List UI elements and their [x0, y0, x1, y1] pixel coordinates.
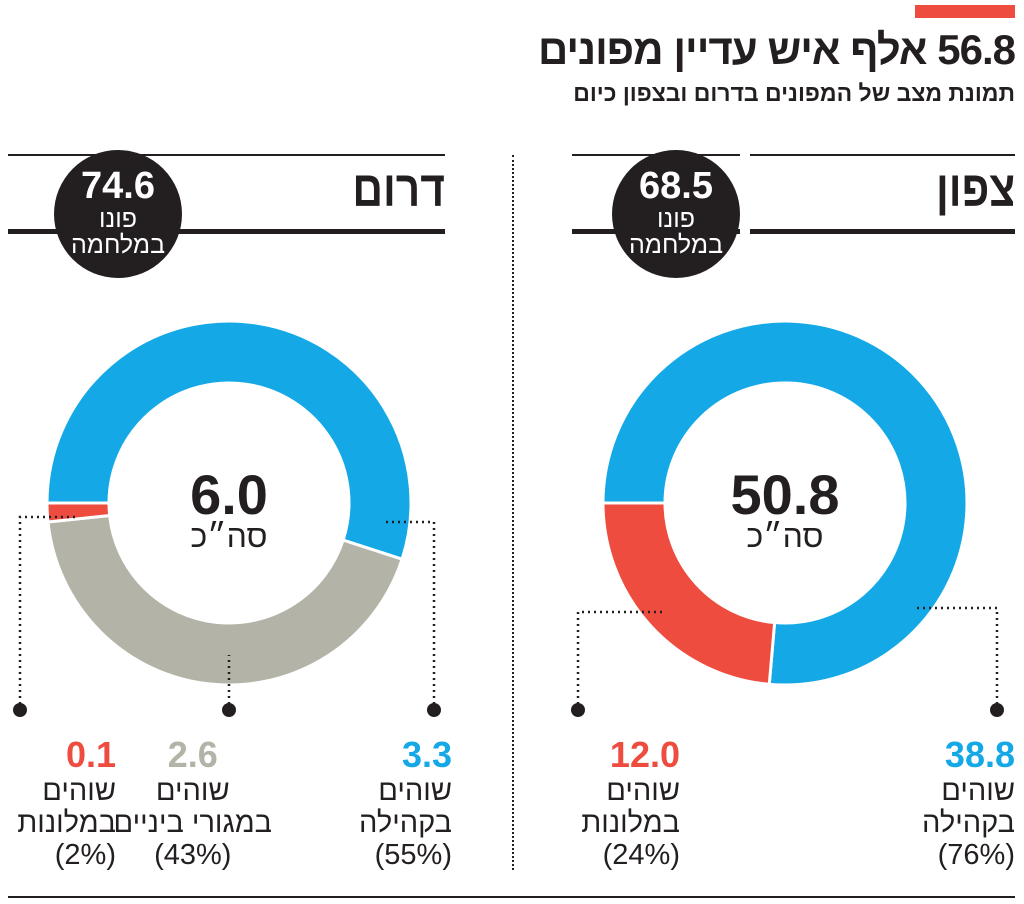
- north-evacuated-value: 68.5: [639, 165, 713, 207]
- south-hotels-value: 0.1: [65, 734, 116, 775]
- south-hotels-leader-dot: [13, 703, 27, 717]
- panel-divider: [512, 155, 514, 870]
- south-community-leader: [385, 520, 436, 710]
- label-line: במלונות: [581, 807, 680, 839]
- bottom-rule: [8, 896, 1015, 898]
- label-percent: (76%): [937, 839, 1015, 871]
- page-title: 56.8 אלף איש עדיין מפונים: [537, 26, 1016, 73]
- north-community-label: 38.8 שוהים בקהילה (76%): [922, 734, 1015, 872]
- label-line: במלונות: [17, 807, 116, 839]
- north-region-title: צפון: [935, 161, 1015, 217]
- label-line: שוהים: [606, 775, 680, 807]
- south-community-leader-dot: [427, 703, 441, 717]
- north-rule-gap: [740, 154, 750, 234]
- north-hotels-value: 12.0: [609, 734, 680, 775]
- south-evacuated-line1: פונו: [99, 205, 137, 233]
- north-total-value: 50.8: [730, 463, 840, 526]
- south-interim-label: 2.6 שוהים במגורי ביניים (43%): [113, 734, 272, 872]
- north-community-leader: [915, 606, 999, 710]
- label-line: שוהים: [155, 775, 230, 807]
- south-region-title: דרום: [352, 161, 445, 217]
- label-percent: (55%): [374, 839, 452, 871]
- label-percent: (2%): [54, 839, 116, 871]
- page-subtitle: תמונת מצב של המפונים בדרום ובצפון כיום: [573, 80, 1015, 106]
- north-hotels-leader-dot: [571, 703, 585, 717]
- label-line: בקהילה: [359, 807, 452, 839]
- south-interim-value: 2.6: [167, 734, 218, 775]
- label-line: בקהילה: [922, 807, 1015, 839]
- north-community-leader-dot: [990, 703, 1004, 717]
- north-top-rule: [572, 154, 1015, 156]
- south-community-label: 3.3 שוהים בקהילה (55%): [359, 734, 452, 872]
- north-community-slice: [601, 319, 969, 687]
- label-percent: (43%): [154, 839, 232, 871]
- south-evacuated-line2: במלחמה: [70, 231, 166, 259]
- south-total-label: סה״כ: [190, 518, 268, 554]
- label-line: שוהים: [941, 775, 1015, 807]
- label-percent: (24%): [602, 839, 680, 871]
- south-evacuated-badge: 74.6 פונו במלחמה: [54, 150, 182, 278]
- south-bottom-rule: [8, 229, 445, 234]
- south-community-slice: [45, 319, 413, 562]
- accent-bar: [915, 5, 1015, 18]
- south-community-value: 3.3: [401, 734, 452, 775]
- label-line: במגורי ביניים: [113, 807, 272, 839]
- south-total-value: 6.0: [190, 463, 268, 526]
- north-hotels-label: 12.0 שוהים במלונות (24%): [581, 734, 680, 872]
- south-interim-slice: [46, 513, 404, 687]
- south-top-rule: [8, 154, 445, 156]
- north-evacuated-line2: במלחמה: [628, 231, 724, 259]
- north-community-value: 38.8: [944, 734, 1015, 775]
- label-line: שוהים: [42, 775, 116, 807]
- north-bottom-rule: [572, 229, 1015, 234]
- south-hotels-leader: [18, 515, 76, 710]
- south-interim-leader-dot: [222, 703, 236, 717]
- north-evacuated-line1: פונו: [657, 205, 695, 233]
- south-evacuated-value: 74.6: [81, 165, 155, 207]
- north-evacuated-badge: 68.5 פונו במלחמה: [612, 150, 740, 278]
- north-hotels-leader: [576, 610, 662, 710]
- north-hotels-slice: [601, 501, 777, 686]
- north-total-label: סה״כ: [746, 518, 824, 554]
- south-hotels-label: 0.1 שוהים במלונות (2%): [17, 734, 116, 872]
- label-line: שוהים: [378, 775, 452, 807]
